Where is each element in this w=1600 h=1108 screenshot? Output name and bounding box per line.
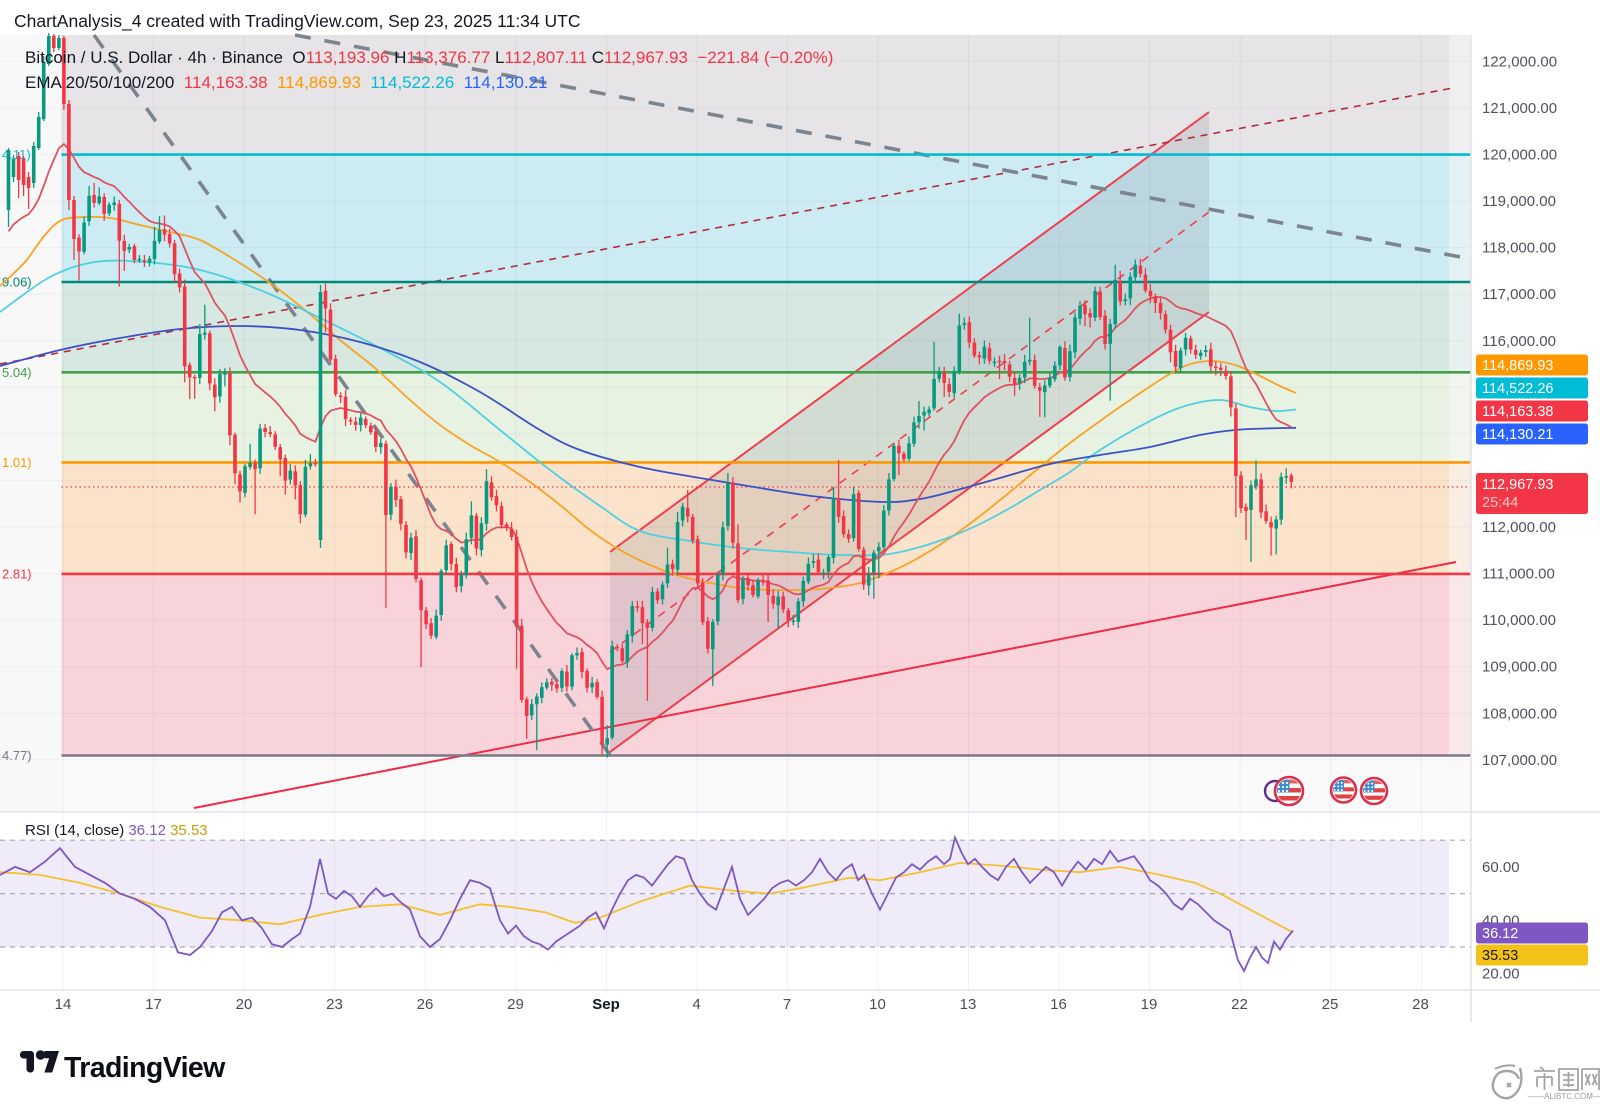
- svg-text:109,000.00: 109,000.00: [1482, 659, 1557, 676]
- svg-text:108,000.00: 108,000.00: [1482, 705, 1557, 722]
- svg-text:122,000.00: 122,000.00: [1482, 53, 1557, 70]
- svg-text:119,000.00: 119,000.00: [1482, 193, 1556, 210]
- svg-text:107,000.00: 107,000.00: [1482, 752, 1557, 769]
- svg-text:25: 25: [1322, 996, 1339, 1013]
- svg-text:1.01): 1.01): [2, 455, 32, 470]
- svg-text:Sep: Sep: [592, 996, 620, 1013]
- svg-text:14: 14: [55, 996, 72, 1013]
- svg-text:10: 10: [869, 996, 886, 1013]
- svg-text:60.00: 60.00: [1482, 859, 1520, 876]
- svg-text:20.00: 20.00: [1482, 966, 1520, 983]
- svg-text:117,000.00: 117,000.00: [1482, 286, 1556, 303]
- svg-text:35.53: 35.53: [1482, 948, 1518, 964]
- svg-text:114,522.26: 114,522.26: [1482, 381, 1554, 397]
- svg-text:Bitcoin / U.S. Dollar · 4h · B: Bitcoin / U.S. Dollar · 4h · Binance O11…: [25, 48, 833, 67]
- svg-text:114,130.21: 114,130.21: [1482, 427, 1554, 443]
- svg-text:26: 26: [417, 996, 434, 1013]
- svg-text:114,163.38: 114,163.38: [1482, 404, 1554, 420]
- svg-text:7: 7: [783, 996, 791, 1013]
- svg-text:2.81): 2.81): [2, 566, 32, 581]
- svg-text:116,000.00: 116,000.00: [1482, 333, 1556, 350]
- svg-text:9.06): 9.06): [2, 275, 32, 290]
- svg-text:20: 20: [236, 996, 253, 1013]
- svg-text:120,000.00: 120,000.00: [1482, 147, 1557, 164]
- svg-text:28: 28: [1412, 996, 1429, 1013]
- svg-text:16: 16: [1050, 996, 1067, 1013]
- svg-text:4.11): 4.11): [2, 147, 31, 162]
- svg-text:110,000.00: 110,000.00: [1482, 612, 1556, 629]
- svg-text:121,000.00: 121,000.00: [1482, 100, 1557, 117]
- svg-text:111,000.00: 111,000.00: [1482, 566, 1555, 583]
- svg-text:EMA 20/50/100/200 114,163.38: EMA 20/50/100/200 114,163.38 114,869.93 …: [25, 73, 547, 92]
- svg-text:ChartAnalysis_4 created with T: ChartAnalysis_4 created with TradingView…: [14, 11, 580, 32]
- svg-text:——ALIBTC.COM——: ——ALIBTC.COM——: [1528, 1092, 1600, 1101]
- svg-text:22: 22: [1231, 996, 1248, 1013]
- svg-text:118,000.00: 118,000.00: [1482, 240, 1556, 257]
- svg-text:112,000.00: 112,000.00: [1482, 519, 1556, 536]
- svg-text:19: 19: [1141, 996, 1158, 1013]
- svg-text:112,967.93: 112,967.93: [1482, 477, 1554, 493]
- svg-text:25:44: 25:44: [1482, 495, 1518, 511]
- svg-text:RSI (14, close) 36.12 35.53: RSI (14, close) 36.12 35.53: [25, 822, 208, 839]
- svg-text:13: 13: [960, 996, 977, 1013]
- svg-text:36.12: 36.12: [1482, 926, 1518, 942]
- svg-text:4.77): 4.77): [2, 748, 32, 763]
- svg-text:17: 17: [145, 996, 162, 1013]
- svg-text:4: 4: [692, 996, 700, 1013]
- svg-text:114,869.93: 114,869.93: [1482, 358, 1554, 374]
- svg-text:5.04): 5.04): [2, 365, 32, 380]
- svg-text:23: 23: [326, 996, 343, 1013]
- svg-text:29: 29: [507, 996, 524, 1013]
- svg-text:TradingView: TradingView: [64, 1052, 226, 1084]
